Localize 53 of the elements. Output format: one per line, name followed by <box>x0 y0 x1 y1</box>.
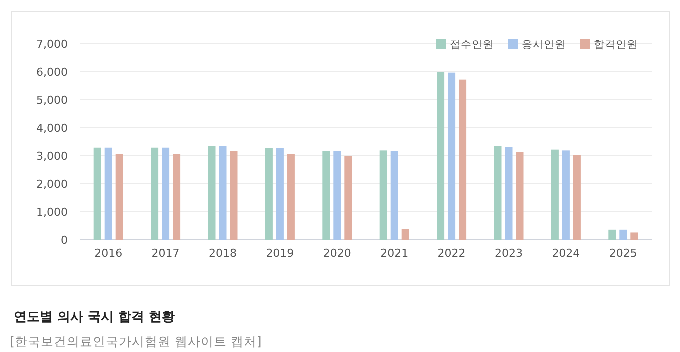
bar <box>437 72 445 240</box>
bar <box>208 146 216 240</box>
x-tick-label: 2016 <box>94 247 123 260</box>
bar <box>505 147 513 240</box>
legend-label: 응시인원 <box>522 39 566 51</box>
x-tick-label: 2021 <box>380 247 409 260</box>
bar <box>448 72 456 240</box>
bar <box>276 148 284 240</box>
y-tick-label: 7,000 <box>36 38 68 51</box>
bar <box>219 146 227 240</box>
bar <box>551 150 559 240</box>
x-tick-label: 2022 <box>438 247 466 260</box>
bar <box>459 80 467 240</box>
bar <box>265 148 273 240</box>
bar <box>608 230 616 240</box>
bar <box>630 232 638 240</box>
y-tick-label: 6,000 <box>36 66 68 79</box>
y-tick-label: 5,000 <box>36 94 68 107</box>
bar <box>162 148 170 240</box>
y-tick-label: 4,000 <box>36 122 68 135</box>
bar <box>573 155 581 240</box>
x-tick-label: 2020 <box>323 247 352 260</box>
y-tick-label: 3,000 <box>36 150 68 163</box>
y-tick-label: 0 <box>61 234 68 247</box>
legend-label: 합격인원 <box>594 39 638 51</box>
bar <box>151 148 159 240</box>
x-tick-label: 2024 <box>552 247 580 260</box>
bar <box>516 152 524 240</box>
bar <box>562 150 570 240</box>
bar <box>322 151 330 240</box>
bar <box>116 154 124 240</box>
bar <box>104 148 112 240</box>
bar <box>494 146 502 240</box>
x-tick-label: 2025 <box>609 247 638 260</box>
text: 연도별 의사 국시 합격 현황 <box>14 310 176 325</box>
bar <box>380 150 388 240</box>
bar <box>620 230 628 240</box>
bar <box>173 154 181 240</box>
x-tick-label: 2018 <box>209 247 237 260</box>
legend-label: 접수인원 <box>450 39 494 51</box>
y-tick-label: 1,000 <box>36 206 68 219</box>
bar <box>287 154 295 240</box>
y-tick-label: 2,000 <box>36 178 68 191</box>
bar <box>334 151 342 240</box>
text: [한국보건의료인국가시험원 웹사이트 캡처] <box>10 334 262 349</box>
x-tick-label: 2019 <box>266 247 294 260</box>
bar <box>390 151 398 240</box>
bar <box>402 229 410 240</box>
bar <box>94 148 102 240</box>
x-tick-label: 2023 <box>495 247 523 260</box>
x-tick-label: 2017 <box>152 247 180 260</box>
bar <box>230 151 238 240</box>
bar <box>344 156 352 240</box>
